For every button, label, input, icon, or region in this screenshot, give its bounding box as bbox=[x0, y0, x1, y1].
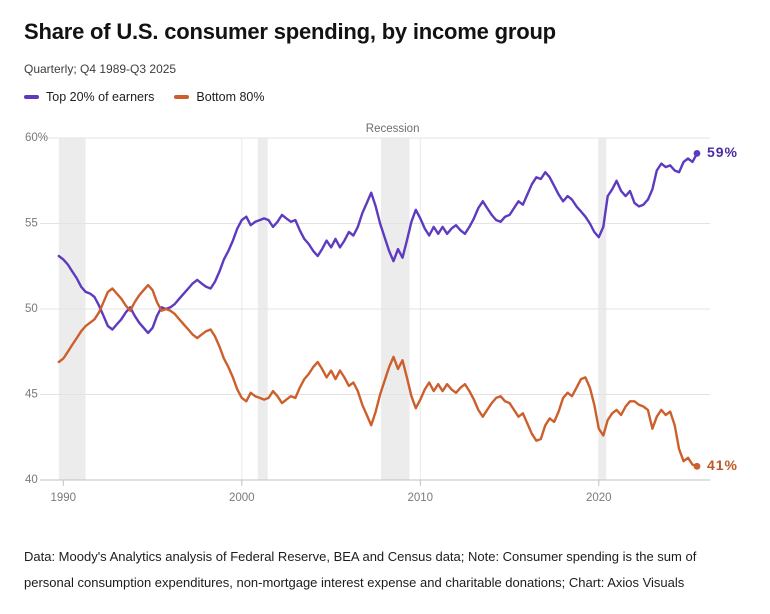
legend-label-top20: Top 20% of earners bbox=[46, 90, 155, 104]
x-tick-label: 2020 bbox=[586, 492, 612, 504]
x-tick-label: 2010 bbox=[408, 492, 434, 504]
chart-title: Share of U.S. consumer spending, by inco… bbox=[24, 19, 556, 44]
x-tick-label: 1990 bbox=[51, 492, 77, 504]
series-end-label: 41% bbox=[707, 457, 738, 473]
legend-swatch-top20-icon bbox=[24, 95, 39, 99]
y-tick-label: 50 bbox=[25, 303, 38, 315]
recession-annotation: Recession bbox=[366, 123, 420, 135]
x-axis: 1990 2000 2010 2020 bbox=[51, 480, 612, 504]
x-tick-label: 2000 bbox=[229, 492, 255, 504]
y-tick-label: 45 bbox=[25, 389, 38, 401]
legend: Top 20% of earners Bottom 80% bbox=[24, 90, 265, 104]
line-chart: 40 45 50 55 60% 1990 2000 2010 2020 Recession 59% 4… bbox=[25, 123, 738, 504]
series-end-dot bbox=[693, 462, 701, 470]
series-end-label: 59% bbox=[707, 144, 738, 160]
y-tick-label: 55 bbox=[25, 218, 38, 230]
y-tick-label: 60% bbox=[25, 132, 48, 144]
legend-label-bottom80: Bottom 80% bbox=[196, 90, 265, 104]
legend-swatch-bottom80-icon bbox=[174, 95, 190, 99]
series-bottom80: 41% bbox=[57, 283, 738, 473]
y-tick-label: 40 bbox=[25, 474, 38, 486]
legend-item-bottom80: Bottom 80% bbox=[174, 90, 265, 104]
legend-item-top20: Top 20% of earners bbox=[24, 90, 154, 104]
source-note: Data: Moody's Analytics analysis of Fede… bbox=[24, 549, 697, 590]
series-line bbox=[57, 283, 699, 468]
chart-subtitle: Quarterly; Q4 1989-Q3 2025 bbox=[24, 62, 177, 76]
series-end-dot bbox=[693, 149, 701, 157]
